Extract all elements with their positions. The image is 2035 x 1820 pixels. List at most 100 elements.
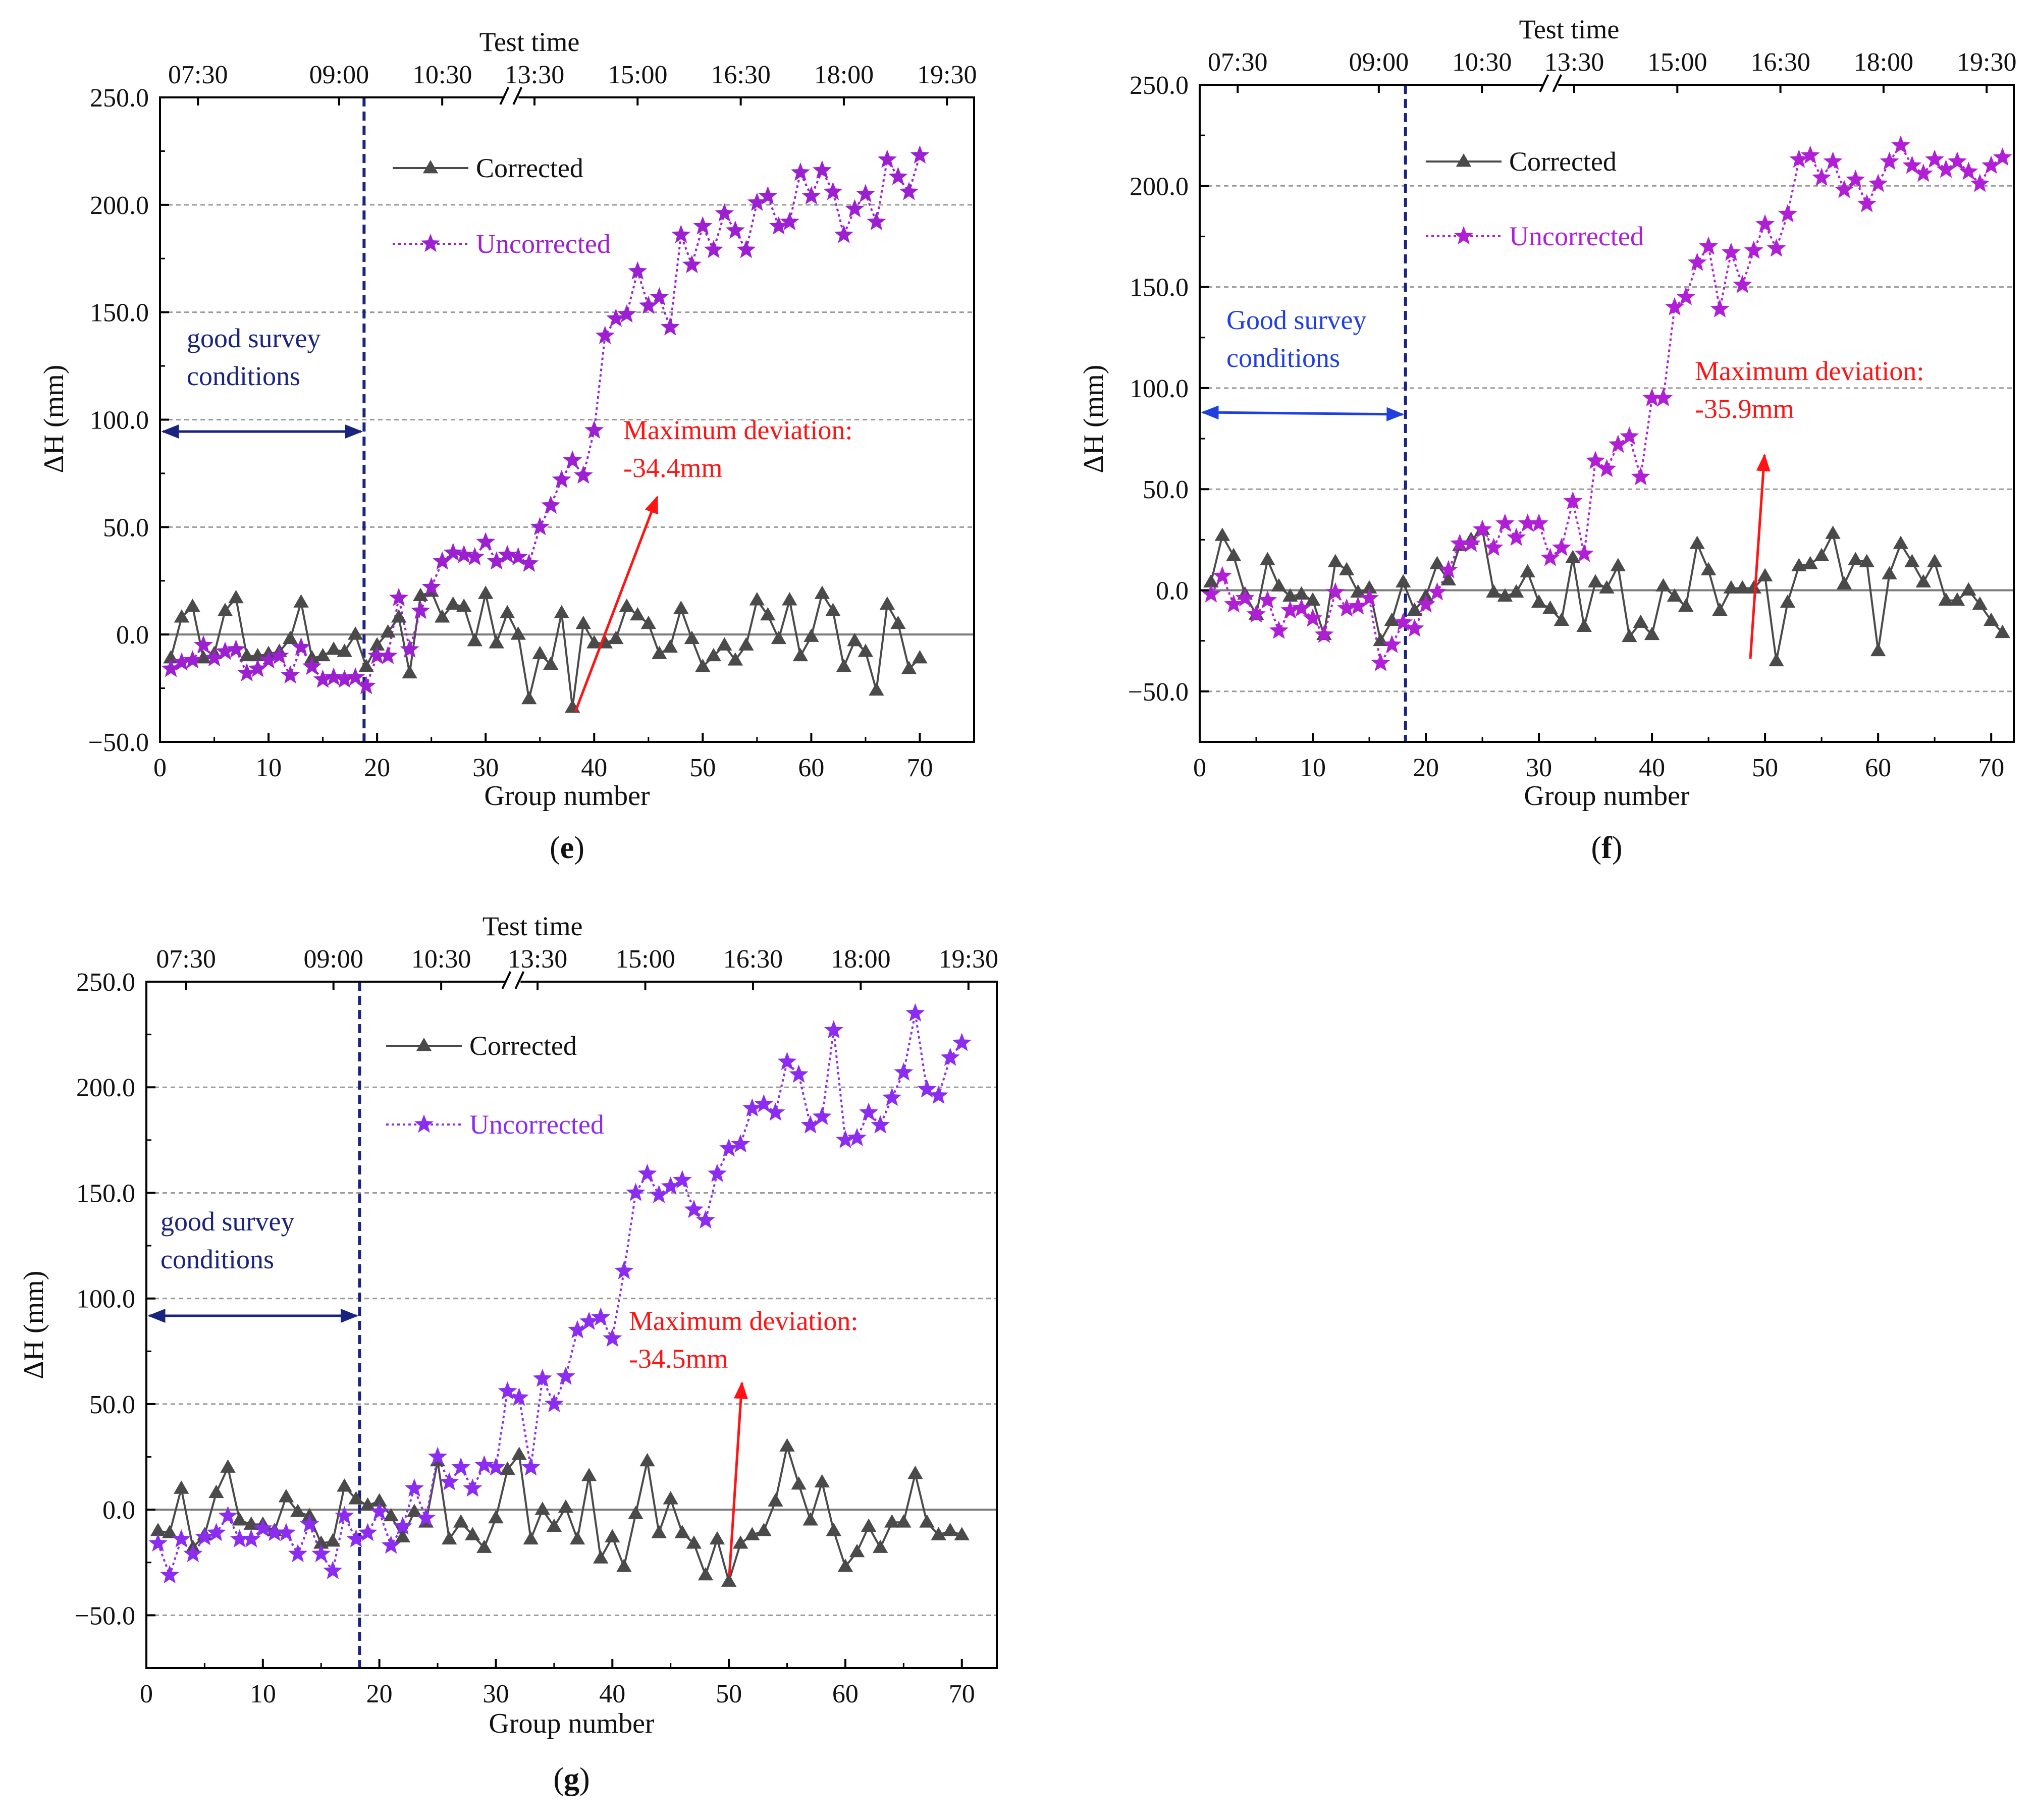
corrected-point [543, 656, 559, 670]
y-tick-label: 100.0 [90, 406, 149, 435]
corrected-point [884, 1514, 900, 1528]
corrected-point [500, 605, 515, 618]
corrected-point [1882, 566, 1897, 579]
top-axis-title: Test time [483, 911, 583, 941]
uncorrected-point [381, 1535, 401, 1554]
uncorrected-point [1993, 147, 2012, 166]
uncorrected-point [270, 646, 289, 664]
corrected-point [744, 1527, 760, 1540]
uncorrected-point [1846, 170, 1865, 188]
max-deviation-label: -34.5mm [629, 1344, 728, 1374]
corrected-point [534, 1502, 550, 1515]
top-tick-label: 09:00 [309, 61, 369, 89]
uncorrected-point [324, 667, 344, 686]
uncorrected-point [1540, 548, 1560, 566]
corrected-point [1757, 568, 1773, 581]
corrected-point [347, 626, 363, 640]
legend-uncorrected-marker [421, 234, 440, 252]
corrected-point [1633, 614, 1648, 628]
uncorrected-point [917, 1079, 937, 1098]
uncorrected-point [747, 192, 767, 211]
y-tick-label: 200.0 [90, 191, 149, 220]
corrected-point [1440, 572, 1457, 585]
corrected-point [756, 1523, 772, 1536]
corrected-point [358, 659, 374, 672]
x-tick-label: 50 [689, 754, 716, 782]
corrected-point [1305, 592, 1321, 606]
uncorrected-point [1461, 533, 1481, 552]
top-tick-label: 18:00 [1854, 48, 1913, 77]
corrected-series-line [1210, 527, 2004, 662]
uncorrected-point [899, 182, 919, 200]
top-tick-label: 09:00 [1349, 48, 1409, 77]
corrected-point [721, 1573, 737, 1587]
uncorrected-point [369, 1502, 389, 1520]
x-tick-label: 60 [832, 1680, 859, 1708]
corrected-point [558, 1499, 574, 1513]
uncorrected-point [1450, 533, 1470, 552]
corrected-point [640, 615, 656, 629]
axis-break-mark [514, 971, 525, 989]
corrected-point [521, 690, 537, 705]
uncorrected-point [867, 211, 886, 231]
uncorrected-point [237, 663, 257, 681]
max-deviation-label: -35.9mm [1695, 394, 1794, 424]
corrected-point [406, 1504, 422, 1517]
corrected-point [360, 1497, 376, 1511]
corrected-point [162, 1525, 178, 1538]
uncorrected-point [1371, 653, 1390, 671]
corrected-point [174, 1480, 189, 1494]
corrected-point [232, 1512, 247, 1526]
uncorrected-point [637, 1163, 657, 1182]
uncorrected-point [1653, 388, 1673, 407]
uncorrected-point [1733, 275, 1752, 293]
corrected-point [779, 1438, 795, 1452]
uncorrected-point [812, 1106, 832, 1125]
top-tick-label: 13:30 [508, 945, 567, 974]
corrected-series-line [157, 1442, 962, 1585]
corrected-point [826, 1523, 842, 1536]
corrected-point [293, 594, 309, 608]
corrected-point [782, 592, 797, 606]
y-axis-label: ΔH (mm) [18, 1271, 49, 1379]
uncorrected-point [591, 1307, 611, 1326]
corrected-point [709, 1531, 725, 1545]
uncorrected-point [1280, 600, 1300, 619]
uncorrected-point [606, 308, 626, 327]
corrected-point [1554, 612, 1570, 626]
uncorrected-point [877, 149, 897, 168]
y-axis-label: ΔH (mm) [1078, 365, 1109, 473]
plot-frame [1199, 84, 2015, 743]
corrected-point [220, 1459, 236, 1473]
chart-panel-e: good survey conditions Maximum deviation: -… [38, 27, 977, 865]
corrected-point [732, 1535, 748, 1549]
corrected-point [1384, 612, 1400, 626]
uncorrected-point [1676, 287, 1696, 305]
corrected-point [652, 646, 667, 659]
max-deviation-label: -34.4mm [623, 453, 723, 483]
corrected-point [1486, 584, 1502, 598]
corrected-point [1599, 580, 1615, 594]
corrected-point [453, 1514, 469, 1528]
corrected-point [1780, 594, 1796, 608]
legend-corrected-marker [416, 1038, 432, 1051]
uncorrected-point [1959, 162, 1978, 180]
corrected-point [608, 630, 624, 645]
top-tick-label: 16:30 [1750, 48, 1810, 77]
uncorrected-point [183, 650, 202, 669]
uncorrected-point [910, 145, 930, 164]
top-tick-label: 18:00 [814, 61, 874, 89]
uncorrected-point [800, 1115, 820, 1134]
corrected-point [825, 603, 841, 616]
uncorrected-point [1303, 608, 1322, 627]
y-tick-label: −50.0 [75, 1601, 135, 1630]
corrected-point [575, 615, 591, 629]
corrected-point [1260, 552, 1275, 565]
y-tick-label: 150.0 [76, 1179, 135, 1208]
corrected-point [698, 1567, 714, 1581]
uncorrected-point [563, 450, 582, 469]
uncorrected-point [195, 1527, 215, 1545]
uncorrected-point [454, 545, 474, 563]
y-tick-label: 200.0 [76, 1074, 135, 1102]
top-tick-label: 15:00 [1647, 48, 1707, 77]
